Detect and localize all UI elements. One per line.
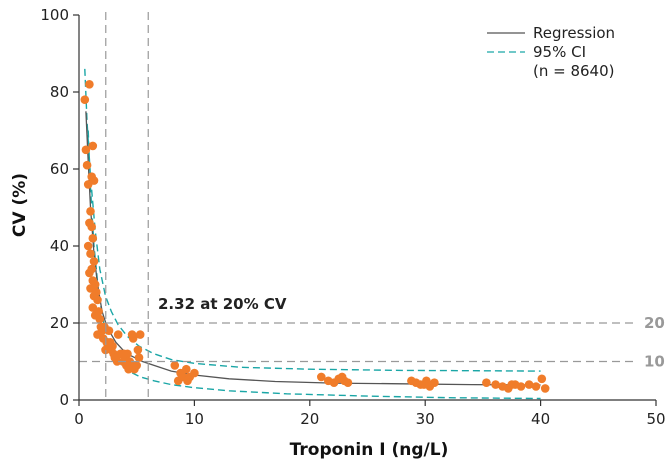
data-point	[182, 364, 191, 374]
y-tick-label: 60	[50, 160, 69, 178]
data-point	[86, 249, 95, 258]
data-point	[93, 295, 102, 305]
data-point	[89, 176, 99, 185]
data-point	[317, 372, 326, 382]
y-tick-label: 20	[50, 314, 69, 332]
data-point	[491, 380, 500, 389]
data-point	[85, 80, 94, 89]
data-point	[104, 326, 114, 336]
data-point	[540, 384, 550, 393]
data-point	[113, 330, 123, 339]
data-point	[88, 234, 98, 243]
data-point	[135, 330, 145, 339]
data-point	[82, 160, 92, 170]
data-point	[482, 378, 491, 388]
data-point	[133, 345, 143, 355]
data-point	[92, 287, 101, 297]
data-point	[507, 380, 517, 389]
y-tick-label: 80	[50, 83, 69, 101]
y-tick-label: 40	[50, 237, 69, 255]
data-point	[430, 378, 439, 388]
data-point	[94, 307, 103, 316]
data-point	[87, 222, 96, 232]
axes-layer: 0 20 40 60 80 100 0 10 20 30 40 50	[40, 6, 665, 428]
x-tick-label: 20	[300, 410, 319, 428]
x-tick-label: 0	[74, 410, 84, 428]
ci-layer	[84, 68, 541, 400]
data-point	[80, 95, 90, 104]
legend-ci-label: 95% CI	[533, 43, 586, 61]
data-point	[89, 257, 99, 266]
data-point	[95, 314, 105, 324]
data-point	[537, 374, 547, 384]
data-point	[190, 368, 199, 378]
legend: Regression 95% CI (n = 8640)	[487, 24, 615, 80]
y-tick-label: 100	[40, 6, 69, 24]
data-point	[88, 141, 98, 151]
data-point	[183, 376, 192, 386]
ci-upper-line	[84, 68, 541, 372]
x-tick-label: 10	[185, 410, 204, 428]
x-axis-title: Troponin I (ng/L)	[290, 440, 449, 460]
data-point	[173, 376, 183, 386]
data-point	[86, 207, 95, 216]
x-tick-label: 40	[531, 410, 550, 428]
annotation-label: 2.32 at 20% CV	[158, 295, 287, 313]
data-point	[112, 357, 122, 366]
data-point	[531, 382, 541, 391]
data-point	[337, 372, 347, 382]
legend-regression-label: Regression	[533, 24, 615, 42]
data-point	[85, 268, 94, 278]
data-point	[134, 353, 144, 362]
reference-line-label: 20	[644, 314, 665, 332]
regression-line	[85, 111, 541, 386]
reference-line-label: 10	[644, 353, 665, 371]
data-point	[343, 378, 353, 388]
x-tick-label: 50	[646, 410, 665, 428]
data-point	[81, 145, 91, 155]
y-axis-title: CV (%)	[10, 173, 30, 237]
points-layer	[80, 80, 550, 393]
data-point	[516, 382, 526, 391]
data-point	[119, 349, 129, 359]
data-point	[419, 380, 429, 389]
legend-n-label: (n = 8640)	[533, 62, 615, 80]
data-point	[524, 380, 534, 389]
data-point	[132, 361, 141, 370]
x-tick-label: 30	[416, 410, 435, 428]
data-point	[83, 241, 93, 251]
data-point	[127, 330, 137, 339]
data-point	[108, 341, 117, 351]
y-tick-label: 0	[59, 391, 69, 409]
data-point	[122, 361, 131, 370]
data-point	[170, 361, 180, 370]
regression-layer	[85, 111, 541, 386]
ci-lower-line	[87, 130, 541, 400]
